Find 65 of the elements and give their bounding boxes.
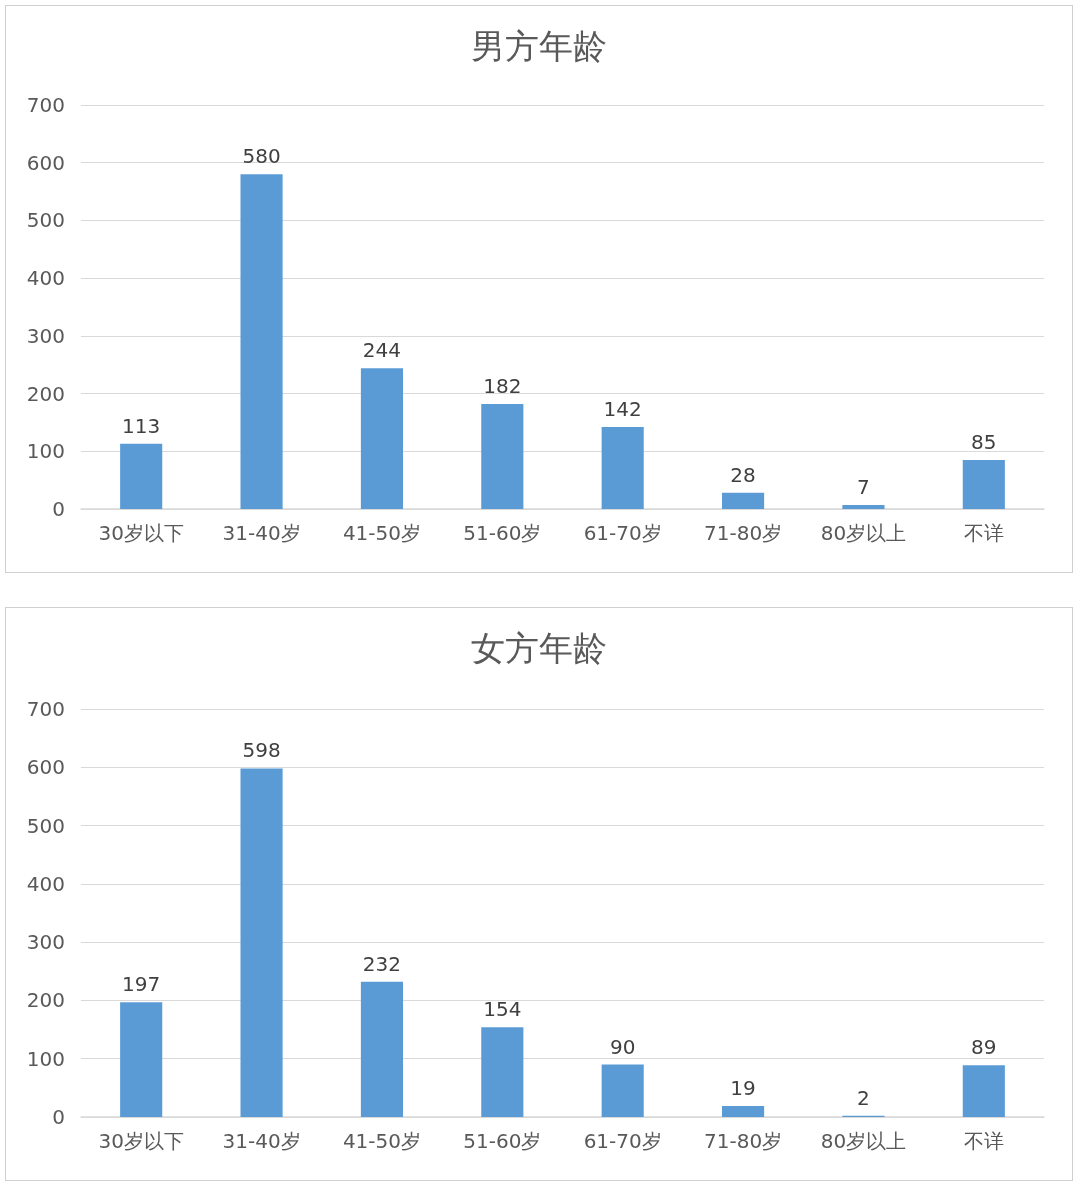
x-tick-label: 不详	[963, 521, 1004, 545]
bar	[962, 1065, 1005, 1117]
x-tick-label: 80岁以上	[820, 1129, 907, 1153]
x-tick-label: 71-80岁	[704, 1129, 783, 1153]
data-label: 28	[730, 462, 756, 487]
y-tick-label: 500	[26, 208, 65, 233]
y-tick-label: 400	[26, 266, 65, 291]
bar	[360, 368, 403, 509]
x-tick-label: 31-40岁	[222, 521, 301, 545]
y-tick-label: 700	[26, 697, 65, 721]
bar	[601, 1064, 644, 1117]
x-tick-label: 30岁以下	[98, 521, 184, 545]
chart-title: 女方年龄	[471, 628, 607, 668]
y-tick-label: 600	[26, 755, 65, 780]
chart-title: 男方年龄	[471, 26, 607, 66]
bar	[120, 443, 163, 509]
y-tick-label: 100	[26, 439, 65, 464]
y-tick-label: 500	[26, 813, 65, 838]
y-tick-label: 300	[26, 323, 65, 348]
data-label: 2	[857, 1085, 870, 1110]
bar	[120, 1002, 163, 1117]
y-tick-label: 400	[26, 871, 65, 896]
data-label: 197	[122, 972, 161, 997]
y-tick-label: 0	[52, 1105, 65, 1129]
x-tick-label: 51-60岁	[463, 1129, 542, 1153]
data-label: 19	[730, 1075, 756, 1100]
data-label: 7	[857, 474, 870, 499]
x-tick-label: 61-70岁	[583, 521, 662, 545]
bar	[962, 459, 1005, 509]
data-label: 154	[483, 997, 522, 1022]
y-tick-label: 200	[26, 381, 65, 406]
y-tick-label: 300	[26, 930, 65, 955]
bar	[722, 492, 765, 509]
y-tick-label: 0	[52, 497, 65, 521]
bar	[360, 981, 403, 1117]
bar	[842, 504, 885, 509]
bar	[240, 768, 283, 1117]
y-tick-label: 200	[26, 988, 65, 1013]
bar	[240, 174, 283, 509]
x-tick-label: 80岁以上	[820, 521, 907, 545]
bar	[722, 1105, 765, 1117]
bar	[481, 403, 524, 509]
data-label: 90	[609, 1034, 636, 1059]
data-label: 598	[242, 738, 281, 763]
x-tick-label: 71-80岁	[704, 521, 783, 545]
bar	[481, 1027, 524, 1117]
data-label: 232	[362, 951, 402, 976]
data-label: 244	[362, 338, 402, 363]
x-tick-label: 51-60岁	[463, 521, 542, 545]
y-tick-label: 600	[26, 150, 65, 175]
x-tick-label: 41-50岁	[342, 1129, 421, 1153]
data-label: 89	[971, 1035, 997, 1060]
x-tick-label: 41-50岁	[342, 521, 421, 545]
data-label: 580	[242, 144, 281, 169]
x-tick-label: 不详	[963, 1129, 1004, 1153]
x-tick-label: 61-70岁	[583, 1129, 662, 1153]
data-label: 85	[971, 429, 997, 454]
x-tick-label: 31-40岁	[222, 1129, 301, 1153]
data-label: 113	[122, 413, 161, 438]
x-tick-label: 30岁以下	[98, 1129, 184, 1153]
data-label: 142	[603, 397, 642, 422]
bar	[601, 427, 644, 509]
y-tick-label: 700	[26, 93, 65, 117]
data-label: 182	[483, 373, 522, 398]
y-tick-label: 100	[26, 1046, 65, 1071]
